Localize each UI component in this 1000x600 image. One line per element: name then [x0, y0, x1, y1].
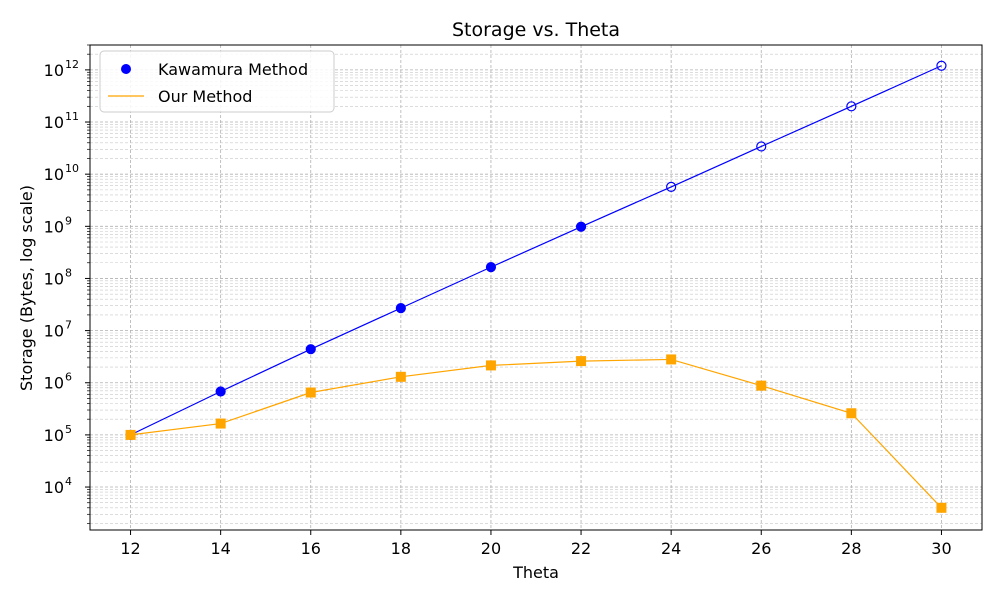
y-tick-label: 10 — [44, 322, 64, 341]
y-tick-exponent: 7 — [65, 319, 72, 332]
data-point — [666, 181, 677, 192]
y-tick-exponent: 9 — [65, 214, 72, 227]
data-point — [215, 386, 226, 397]
x-tick-label: 24 — [661, 539, 681, 558]
data-point — [846, 408, 857, 419]
legend-box — [99, 50, 335, 113]
y-tick-exponent: 8 — [65, 266, 72, 279]
y-tick-label: 10 — [44, 165, 64, 184]
data-point — [756, 380, 767, 391]
y-tick-label: 10 — [44, 478, 64, 497]
data-point — [756, 141, 767, 152]
axes — [85, 44, 983, 535]
y-tick-exponent: 10 — [65, 162, 79, 175]
x-tick-label: 28 — [841, 539, 861, 558]
x-tick-label: 26 — [751, 539, 771, 558]
data-point — [305, 344, 316, 355]
legend-marker-kawamura — [121, 64, 131, 74]
data-point — [666, 354, 677, 365]
data-point — [305, 387, 316, 398]
legend-label-kawamura: Kawamura Method — [158, 60, 308, 79]
y-tick-label: 10 — [44, 426, 64, 445]
data-point — [215, 418, 226, 429]
x-tick-label: 30 — [931, 539, 951, 558]
data-point — [846, 101, 857, 112]
data-point — [485, 262, 497, 273]
x-tick-label: 18 — [391, 539, 411, 558]
data-point — [125, 429, 136, 440]
grid — [90, 44, 982, 530]
x-tick-label: 22 — [571, 539, 591, 558]
data-point — [395, 303, 406, 314]
y-tick-exponent: 5 — [65, 423, 72, 436]
y-tick-label: 10 — [44, 217, 64, 236]
y-tick-exponent: 11 — [65, 110, 79, 123]
series-line — [130, 358, 942, 509]
x-tick-label: 12 — [120, 539, 140, 558]
data-point — [936, 60, 947, 71]
y-tick-exponent: 6 — [65, 371, 72, 384]
y-tick-exponent: 4 — [65, 475, 72, 488]
data-point — [575, 221, 587, 232]
y-tick-label: 10 — [44, 61, 64, 80]
legend: Kawamura Method Our Method — [99, 50, 335, 113]
legend-label-our-method: Our Method — [158, 87, 252, 106]
x-axis-label: Theta — [512, 563, 559, 582]
plot-frame — [89, 44, 983, 531]
y-tick-label: 10 — [44, 269, 64, 288]
y-axis-label: Storage (Bytes, log scale) — [17, 185, 36, 391]
chart-title: Storage vs. Theta — [452, 19, 620, 41]
data-point — [485, 360, 496, 371]
x-tick-label: 16 — [301, 539, 321, 558]
data-point — [936, 502, 947, 513]
series-line — [130, 65, 942, 436]
data-point — [576, 356, 587, 367]
y-tick-label: 10 — [44, 113, 64, 132]
data-point — [395, 371, 406, 382]
y-tick-exponent: 12 — [65, 58, 79, 71]
series-our-method — [125, 354, 947, 513]
x-tick-label: 14 — [210, 539, 230, 558]
y-tick-label: 10 — [44, 374, 64, 393]
series-layer — [125, 60, 947, 513]
x-tick-label: 20 — [481, 539, 501, 558]
